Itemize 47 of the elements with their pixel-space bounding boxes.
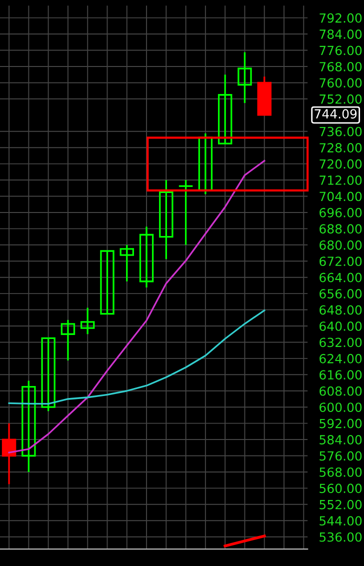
y-tick-label: 768.00	[320, 62, 362, 72]
y-tick-label: 608.00	[320, 386, 362, 396]
y-tick-label: 672.00	[320, 256, 362, 266]
candlestick	[120, 244, 134, 282]
y-tick-label: 552.00	[320, 500, 362, 510]
y-tick-label: 728.00	[320, 143, 362, 153]
line-series	[8, 310, 266, 405]
candlestick	[178, 179, 194, 246]
y-tick-label: 760.00	[320, 78, 362, 88]
y-tick-label: 560.00	[320, 484, 362, 494]
y-tick-label: 712.00	[320, 175, 362, 185]
candlestick	[80, 306, 95, 335]
y-tick-label: 640.00	[320, 321, 362, 331]
y-tick-label: 616.00	[320, 370, 362, 380]
y-tick-label: 792.00	[320, 13, 362, 23]
y-tick-label: 624.00	[320, 354, 362, 364]
y-tick-label: 536.00	[320, 532, 362, 542]
candlestick	[100, 250, 114, 315]
y-tick-label: 752.00	[320, 94, 362, 104]
y-tick-label: 696.00	[320, 208, 362, 218]
y-tick-label: 736.00	[320, 126, 362, 136]
candlestick	[159, 179, 174, 260]
y-tick-label: 680.00	[320, 240, 362, 250]
candlestick	[238, 51, 252, 104]
candlestick	[41, 337, 56, 412]
y-tick-label: 720.00	[320, 159, 362, 169]
candlestick	[2, 422, 16, 485]
y-tick-label: 688.00	[320, 224, 362, 234]
candlestick	[218, 74, 232, 144]
y-tick-label: 568.00	[320, 467, 362, 477]
y-tick-label: 656.00	[320, 289, 362, 298]
y-tick-label: 592.00	[320, 418, 362, 428]
y-tick-label: 576.00	[320, 451, 362, 461]
y-tick-label: 776.00	[320, 46, 362, 56]
y-tick-label: 648.00	[320, 305, 362, 315]
candlestick	[139, 226, 154, 288]
y-tick-label: 544.00	[320, 516, 362, 526]
candlestick	[22, 380, 36, 473]
text: 744.09	[314, 109, 357, 119]
y-tick-label: 664.00	[320, 272, 362, 282]
candlestick	[198, 132, 213, 196]
y-tick-label: 584.00	[320, 435, 362, 444]
y-tick-label: 600.00	[320, 402, 362, 412]
y-tick-label: 704.00	[320, 192, 362, 202]
candlestick	[60, 319, 76, 362]
y-tick-label: 784.00	[320, 30, 362, 39]
y-tick-label: 632.00	[320, 338, 362, 348]
